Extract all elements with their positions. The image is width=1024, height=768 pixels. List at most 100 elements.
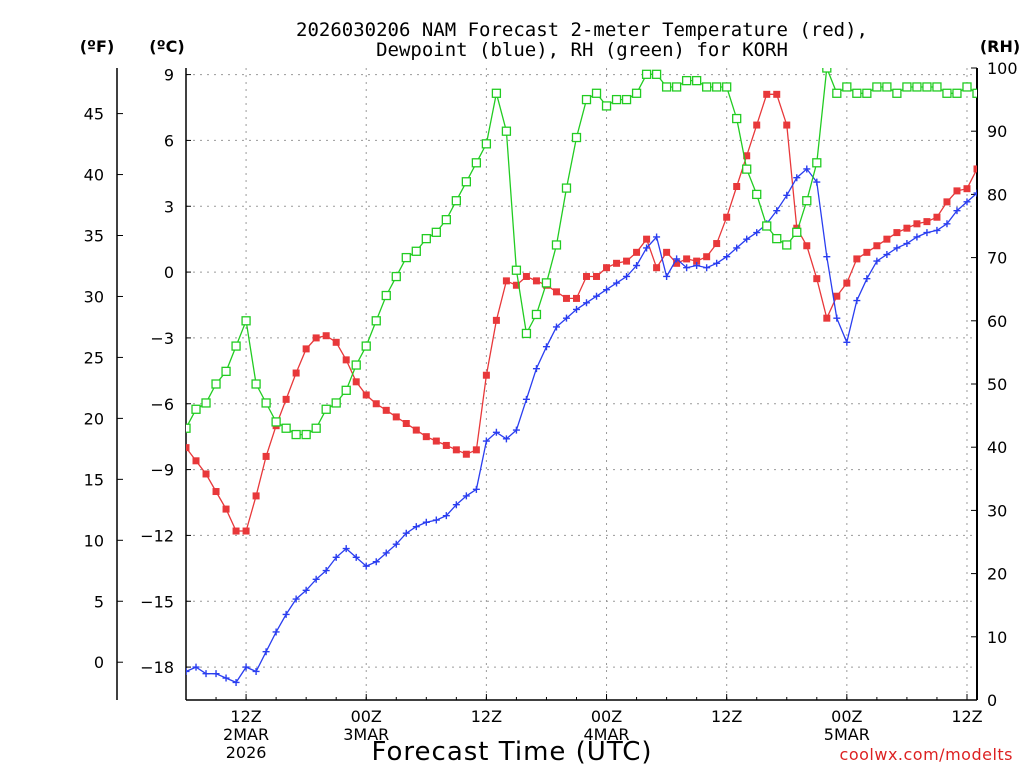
temperature-point [312, 334, 320, 342]
rh-unit-label: (RH) [980, 37, 1020, 56]
temperature-point [522, 272, 530, 280]
dewpoint-point [1004, 168, 1011, 175]
temperature-point [933, 213, 941, 221]
dewpoint-point [292, 595, 300, 603]
dewpoint-point [773, 207, 781, 215]
x-tick-label: 12Z [951, 707, 982, 726]
temperature-point [833, 292, 841, 300]
dewpoint-point [342, 545, 350, 553]
dewpoint-point [352, 553, 360, 561]
relative-humidity-point [371, 316, 381, 326]
relative-humidity-point [671, 82, 682, 92]
relative-humidity-point [792, 227, 802, 237]
temperature-point [532, 277, 540, 285]
dewpoint-point [943, 220, 951, 228]
temperature-point [973, 165, 977, 173]
dewpoint-point [783, 191, 791, 199]
dewpoint-point [572, 305, 580, 313]
temperature-point [352, 378, 360, 386]
relative-humidity-point [732, 113, 742, 124]
temperature-point [412, 426, 420, 434]
temperature-point [282, 395, 290, 403]
dewpoint-point [693, 262, 701, 269]
dewpoint-point [923, 229, 931, 237]
relative-humidity-point [932, 82, 942, 92]
celsius-tick-label: 3 [164, 197, 174, 216]
dewpoint-point [392, 540, 400, 548]
dewpoint-point [452, 501, 460, 509]
temperature-point [432, 437, 440, 445]
relative-humidity-point [511, 265, 522, 275]
temperature-line [186, 93, 977, 532]
relative-humidity-point [431, 227, 441, 237]
dewpoint-point [613, 279, 621, 287]
dewpoint-point [212, 670, 220, 678]
temperature-point [663, 248, 671, 256]
relative-humidity-point [962, 82, 972, 92]
rh-tick-label: 40 [987, 438, 1007, 457]
relative-humidity-point [812, 158, 822, 168]
relative-humidity-point [651, 69, 662, 79]
relative-humidity-point [862, 88, 872, 98]
fahrenheit-tick-label: 20 [84, 409, 104, 428]
relative-humidity-point [681, 75, 692, 86]
temperature-point [452, 446, 460, 454]
temperature-point [723, 213, 731, 221]
dewpoint-point [823, 253, 831, 261]
x-date-label: 3MAR [343, 725, 389, 744]
dewpoint-point [562, 314, 570, 322]
temperature-point [302, 345, 310, 353]
relative-humidity-point [391, 271, 401, 282]
dewpoint-point [663, 272, 671, 280]
fahrenheit-tick-label: 10 [84, 531, 104, 550]
rh-tick-label: 90 [987, 122, 1007, 141]
temperature-point [482, 371, 490, 379]
x-tick-label: 12Z [471, 707, 502, 726]
relative-humidity-point [451, 196, 461, 206]
relative-humidity-point [892, 88, 902, 98]
dewpoint-point [222, 674, 230, 682]
temperature-point [803, 242, 811, 250]
dewpoint-point [683, 264, 691, 272]
relative-humidity-point [311, 423, 321, 433]
temperature-point [252, 492, 260, 500]
temperature-point [893, 229, 901, 237]
temperature-point [492, 316, 500, 324]
fahrenheit-tick-label: 30 [84, 287, 104, 306]
relative-humidity-point [541, 278, 552, 288]
relative-humidity-point [621, 94, 632, 105]
dewpoint-point [753, 229, 761, 237]
relative-humidity-point [571, 132, 582, 143]
temperature-point [382, 406, 390, 414]
celsius-tick-label: −18 [140, 658, 174, 677]
temperature-point [843, 279, 851, 287]
relative-humidity-point [983, 83, 991, 91]
dewpoint-point [202, 670, 210, 678]
relative-humidity-point [191, 404, 201, 414]
relative-humidity-point [631, 88, 642, 98]
relative-humidity-point [331, 398, 341, 408]
relative-humidity-point [501, 126, 512, 136]
temperature-point [552, 288, 560, 296]
relative-humidity-point [471, 158, 482, 168]
rh-tick-label: 50 [987, 375, 1007, 394]
temperature-point [783, 121, 791, 129]
relative-humidity-point [221, 366, 231, 377]
relative-humidity-point [481, 139, 492, 149]
dewpoint-point [382, 549, 390, 557]
dewpoint-point [723, 253, 731, 261]
chart-title-line2: Dewpoint (blue), RH (green) for KORH [376, 39, 788, 61]
rh-tick-label: 30 [987, 501, 1007, 520]
rh-tick-label: 100 [987, 59, 1018, 78]
temperature-point [923, 218, 931, 226]
fahrenheit-tick-label: 15 [84, 470, 104, 489]
dewpoint-point [282, 610, 290, 618]
relative-humidity-point [852, 88, 862, 98]
celsius-tick-label: 9 [164, 66, 174, 85]
dewpoint-point [813, 178, 821, 186]
dewpoint-point [262, 648, 270, 656]
temperature-point [633, 248, 641, 256]
dewpoint-point [472, 485, 480, 493]
relative-humidity-point [802, 196, 812, 206]
relative-humidity-point [321, 404, 331, 414]
